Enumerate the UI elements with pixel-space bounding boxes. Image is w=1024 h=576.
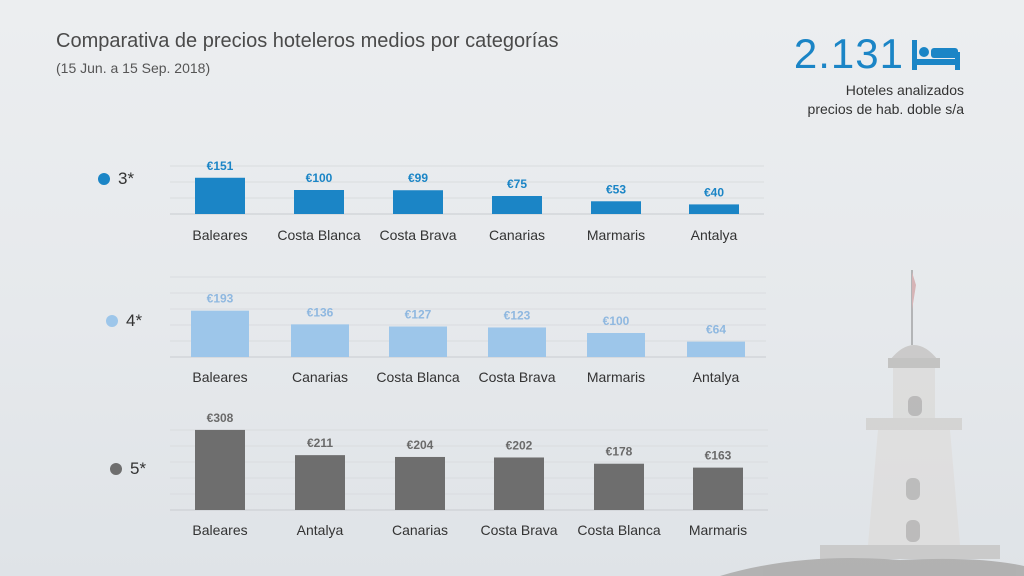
bar-baleares [195,177,245,214]
category-label: Baleares [192,369,247,385]
bar-costa-blanca [294,190,344,214]
bar-canarias [395,456,445,510]
category-label: Canarias [392,522,448,538]
bar-baleares [191,310,249,357]
bar-marmaris [587,333,645,357]
bar-costa-brava [393,190,443,214]
legend-label-3-star: 3* [118,169,135,188]
bar-costa-blanca [594,463,644,510]
bar-canarias [291,324,349,357]
data-label: €178 [606,445,633,459]
data-label: €40 [704,185,724,199]
bar-antalya [295,455,345,510]
bar-costa-brava [494,457,544,510]
data-label: €136 [307,305,334,319]
category-label: Canarias [292,369,348,385]
category-label: Costa Brava [379,227,456,243]
legend-label-5-star: 5* [130,459,147,478]
data-label: €100 [306,171,333,185]
bar-costa-blanca [389,326,447,357]
category-label: Antalya [693,369,740,385]
data-label: €151 [207,159,234,173]
category-label: Costa Blanca [376,369,459,385]
data-label: €64 [706,323,726,337]
bar-baleares [195,429,245,510]
data-label: €123 [504,308,531,322]
chart-title: Comparativa de precios hoteleros medios … [56,30,559,52]
data-label: €100 [603,314,630,328]
bar-antalya [687,341,745,357]
category-label: Canarias [489,227,545,243]
data-label: €75 [507,177,527,191]
bar-canarias [492,196,542,214]
data-label: €204 [407,438,434,452]
hotels-count: 2.131 [793,30,904,77]
bar-marmaris [693,467,743,510]
category-label: Costa Brava [478,369,555,385]
category-label: Marmaris [587,369,645,385]
legend-dot-3-star [98,173,110,185]
data-label: €99 [408,171,428,185]
category-label: Costa Brava [480,522,557,538]
bed-icon [912,40,960,70]
category-label: Baleares [192,522,247,538]
category-label: Antalya [691,227,738,243]
data-label: €53 [606,182,626,196]
chart-subtitle: (15 Jun. a 15 Sep. 2018) [56,60,211,76]
bar-antalya [689,204,739,214]
legend-label-4-star: 4* [126,311,143,330]
category-label: Marmaris [689,522,747,538]
kpi-caption-hotels: Hoteles analizados [845,82,964,98]
data-label: €163 [705,449,732,463]
category-label: Antalya [297,522,344,538]
bar-marmaris [591,201,641,214]
data-label: €202 [506,438,533,452]
category-label: Costa Blanca [577,522,660,538]
category-label: Marmaris [587,227,645,243]
legend-dot-4-star [106,315,118,327]
category-label: Costa Blanca [277,227,360,243]
data-label: €193 [207,292,234,306]
data-label: €211 [307,436,333,450]
bar-costa-brava [488,327,546,357]
data-label: €127 [405,308,432,322]
data-label: €308 [207,411,234,425]
legend-dot-5-star [110,463,122,475]
category-label: Baleares [192,227,247,243]
kpi-caption-room: precios de hab. doble s/a [807,101,964,117]
